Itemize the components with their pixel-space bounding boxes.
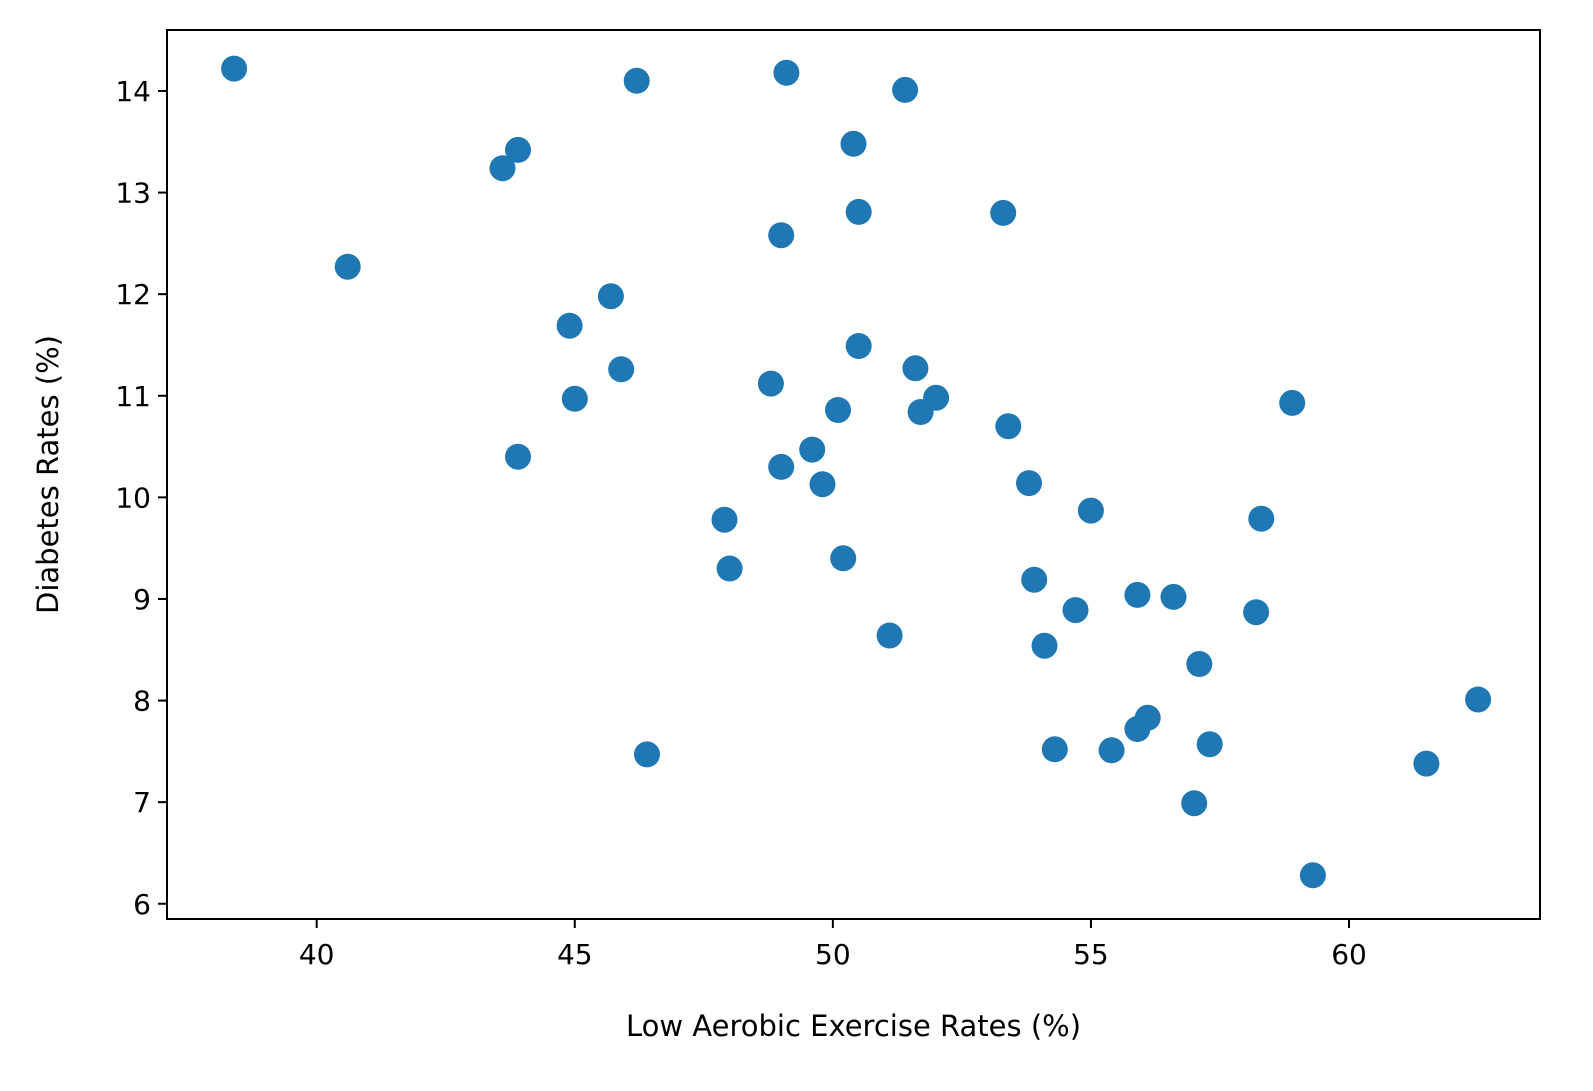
data-point-26	[892, 76, 919, 103]
data-point-3	[489, 155, 516, 182]
y-tick-label: 11	[115, 380, 151, 413]
data-point-29	[923, 384, 950, 411]
x-axis-ticks: 40 45 50 55 60	[299, 919, 1367, 971]
data-point-44	[1186, 651, 1213, 677]
data-point-18	[799, 436, 826, 463]
data-point-34	[1031, 632, 1058, 659]
data-point-27	[902, 355, 929, 382]
x-tick-label: 50	[815, 938, 851, 971]
data-point-15	[768, 222, 795, 249]
data-point-49	[1299, 862, 1326, 889]
x-tick-label: 60	[1331, 938, 1367, 971]
x-tick-label: 45	[557, 938, 593, 971]
y-tick-label: 6	[133, 888, 151, 921]
data-point-2	[334, 253, 361, 280]
data-point-5	[505, 443, 531, 470]
data-point-7	[561, 385, 588, 412]
data-point-11	[634, 741, 660, 768]
data-point-20	[825, 397, 851, 423]
data-point-38	[1098, 737, 1125, 764]
data-point-42	[1160, 583, 1187, 610]
data-point-41	[1134, 704, 1161, 731]
data-point-1	[221, 55, 248, 82]
data-point-24	[845, 333, 872, 359]
data-point-13	[716, 555, 743, 582]
data-point-51	[1465, 686, 1492, 713]
data-point-23	[845, 198, 872, 225]
x-tick-label: 55	[1073, 938, 1109, 971]
y-tick-label: 12	[115, 278, 151, 311]
y-axis-title: Diabetes Rates (%)	[31, 335, 65, 614]
y-tick-label: 9	[133, 583, 151, 616]
y-tick-label: 14	[115, 75, 151, 108]
data-point-17	[773, 59, 800, 86]
data-point-39	[1124, 581, 1151, 608]
data-point-25	[876, 622, 903, 649]
data-point-36	[1062, 597, 1089, 624]
data-point-37	[1077, 497, 1104, 524]
y-tick-label: 7	[133, 786, 151, 819]
data-point-45	[1196, 731, 1223, 758]
data-point-12	[711, 506, 738, 533]
plot-area-frame	[166, 29, 1541, 920]
y-tick-label: 13	[115, 177, 151, 210]
data-point-22	[840, 130, 867, 157]
data-point-9	[608, 356, 635, 383]
x-axis-title: Low Aerobic Exercise Rates (%)	[626, 1009, 1081, 1043]
data-point-30	[990, 199, 1017, 226]
data-point-31	[995, 413, 1022, 440]
data-point-47	[1248, 505, 1275, 532]
data-point-43	[1181, 790, 1208, 817]
data-point-6	[556, 312, 583, 339]
data-point-35	[1041, 736, 1068, 763]
data-point-48	[1279, 389, 1306, 416]
data-point-50	[1413, 750, 1440, 777]
data-point-21	[830, 545, 857, 572]
data-point-14	[757, 370, 784, 397]
x-tick-label: 40	[299, 938, 335, 971]
data-point-19	[809, 471, 836, 498]
data-point-32	[1016, 470, 1042, 497]
y-axis-ticks: 6 7 8 9 10 11 12 13 14	[115, 75, 167, 921]
data-point-16	[768, 453, 795, 480]
data-point-4	[505, 136, 531, 163]
data-point-46	[1243, 599, 1270, 626]
data-point-8	[597, 283, 624, 310]
y-tick-label: 8	[133, 685, 151, 718]
data-point-33	[1021, 566, 1048, 593]
data-points	[221, 55, 1492, 889]
data-point-10	[623, 67, 650, 94]
y-tick-label: 10	[115, 481, 151, 514]
